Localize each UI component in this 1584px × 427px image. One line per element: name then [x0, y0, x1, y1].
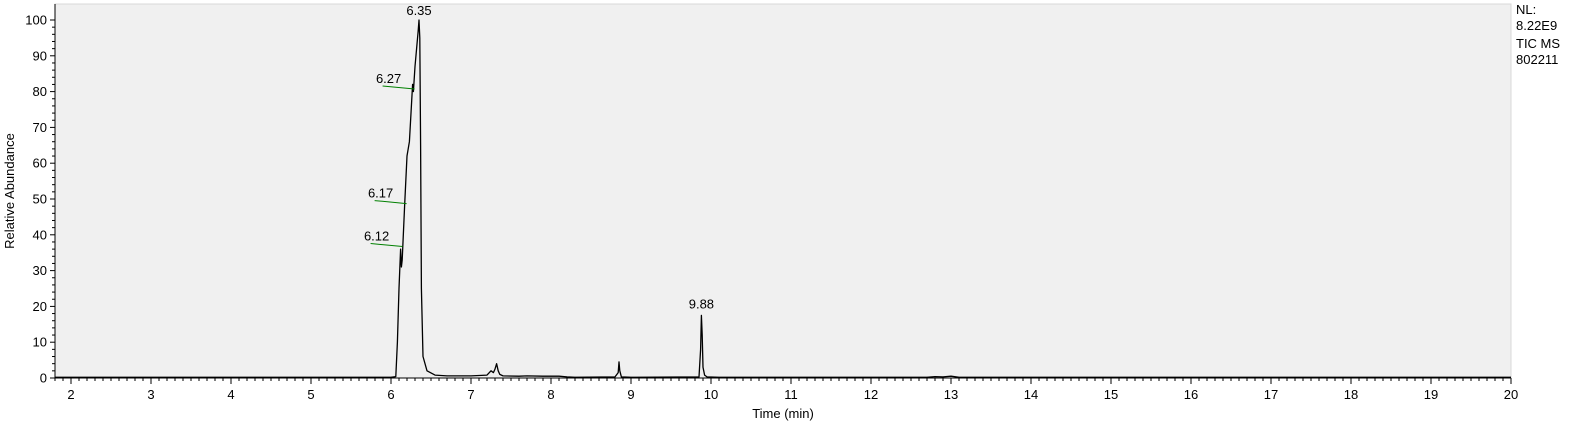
x-tick-label: 7: [467, 387, 474, 402]
peak-label-leader: [370, 243, 403, 248]
series-layer: [55, 19, 1511, 378]
peak-label: 6.17: [368, 186, 393, 201]
y-tick-label: 70: [33, 120, 47, 135]
x-tick-label: 9: [627, 387, 634, 402]
x-tick-label: 14: [1024, 387, 1038, 402]
y-tick-label: 60: [33, 156, 47, 171]
sample-id: 802211: [1516, 52, 1559, 67]
x-axis: 2 3 4 5 6 7 8 9 10 11 12 13 14 15 16 17 18 19 20: [54, 377, 1518, 402]
y-tick-label: 40: [33, 227, 47, 242]
y-tick-label: 0: [40, 371, 47, 386]
x-tick-label: 18: [1344, 387, 1358, 402]
peak-label: 6.27: [376, 71, 401, 86]
y-tick-label: 50: [33, 192, 47, 207]
nl-label: NL:: [1516, 2, 1537, 17]
nl-value: 8.22E9: [1516, 18, 1558, 33]
peak-label-layer: 6.35 6.27 6.17 6.12 9.88: [364, 3, 714, 311]
x-tick-label: 19: [1424, 387, 1438, 402]
x-tick-label: 3: [147, 387, 154, 402]
x-tick-label: 12: [864, 387, 878, 402]
x-tick-label: 16: [1184, 387, 1198, 402]
peak-label: 6.12: [364, 229, 389, 244]
x-tick-label: 13: [944, 387, 958, 402]
peak-label-leader: [374, 200, 407, 205]
y-tick-label: 90: [33, 48, 47, 63]
peak-label: 6.35: [406, 3, 431, 18]
x-tick-label: 5: [307, 387, 314, 402]
x-tick-label: 2: [67, 387, 74, 402]
x-axis-title: Time (min): [752, 406, 814, 421]
peak-label: 9.88: [689, 296, 714, 311]
tic-trace: [55, 19, 1511, 378]
y-tick-label: 30: [33, 263, 47, 278]
x-tick-label: 11: [784, 387, 798, 402]
trace-label: TIC MS: [1516, 36, 1561, 51]
y-axis-title: Relative Abundance: [2, 133, 17, 249]
peak-label-leader: [382, 85, 415, 90]
x-tick-label: 17: [1264, 387, 1278, 402]
x-tick-label: 15: [1104, 387, 1118, 402]
y-tick-label: 20: [33, 299, 47, 314]
x-tick-label: 10: [704, 387, 718, 402]
x-tick-label: 20: [1504, 387, 1518, 402]
plot-area: [54, 3, 1512, 379]
y-axis: 0 10 20 30 40 50 60 70 80 90 100: [25, 4, 56, 386]
x-tick-label: 4: [227, 387, 234, 402]
y-tick-label: 80: [33, 84, 47, 99]
y-tick-label: 100: [25, 13, 47, 28]
x-tick-label: 6: [387, 387, 394, 402]
y-tick-label: 10: [33, 335, 47, 350]
x-tick-label: 8: [547, 387, 554, 402]
